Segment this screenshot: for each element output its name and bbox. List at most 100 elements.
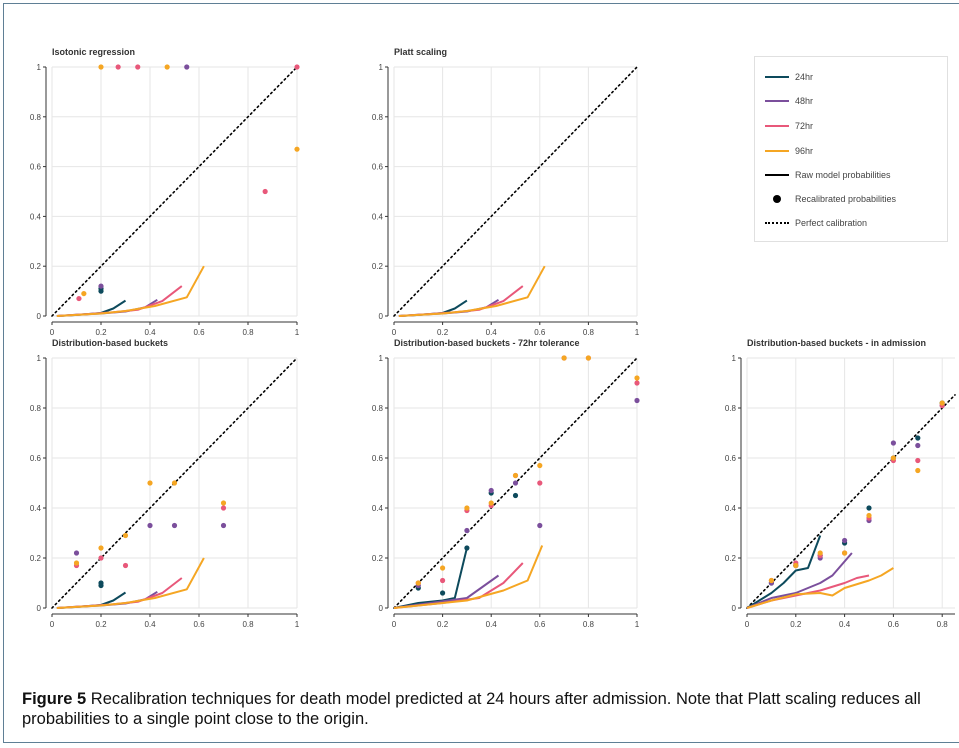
raw-line-96hr — [56, 265, 205, 317]
legend-swatch — [765, 119, 789, 133]
recal-point-72hr — [135, 64, 141, 70]
y-tick-label: 0.4 — [725, 504, 737, 513]
recal-point-96hr — [415, 580, 421, 586]
recal-point-96hr — [440, 565, 446, 571]
x-tick-label: 0.6 — [534, 328, 546, 337]
recal-point-72hr — [98, 555, 104, 561]
recal-point-96hr — [634, 375, 640, 381]
legend-swatch — [765, 216, 789, 230]
raw-line-96hr — [746, 567, 894, 609]
recal-point-48hr — [512, 480, 519, 486]
recal-point-96hr — [768, 577, 775, 584]
panel-title: Platt scaling — [394, 47, 447, 57]
recal-point-24hr — [512, 492, 519, 499]
y-tick-label: 0.2 — [725, 554, 737, 563]
x-tick-label: 0.4 — [486, 328, 498, 337]
x-tick-label: 0.6 — [534, 620, 546, 629]
x-tick-label: 0.2 — [95, 328, 107, 337]
y-tick-label: 1 — [732, 354, 737, 363]
chart-legend: 24hr 48hr 72hr 96hr Raw model probabilities R… — [754, 56, 948, 242]
y-tick-label: 1 — [37, 63, 42, 72]
x-tick-label: 0.6 — [193, 328, 205, 337]
y-tick-label: 0.4 — [30, 504, 42, 513]
raw-line-96hr — [393, 545, 544, 609]
figure-label: Figure 5 — [22, 690, 87, 708]
x-tick-label: 1 — [295, 328, 300, 337]
recal-point-72hr — [537, 480, 543, 486]
y-tick-label: 0 — [37, 604, 42, 613]
recal-point-96hr — [939, 400, 945, 406]
recal-point-96hr — [793, 562, 799, 569]
recal-point-48hr — [464, 527, 470, 534]
panel-title: Distribution-based buckets - 72hr tolera… — [394, 338, 580, 348]
recal-point-48hr — [147, 522, 153, 529]
recal-point-48hr — [171, 522, 178, 529]
recal-point-72hr — [220, 505, 227, 511]
legend-swatch — [765, 192, 789, 206]
legend-label: 72hr — [795, 121, 814, 131]
y-tick-label: 0 — [379, 312, 384, 321]
x-tick-label: 0.8 — [583, 328, 595, 337]
x-tick-label: 0 — [50, 620, 55, 629]
recal-point-48hr — [890, 440, 897, 446]
recal-point-48hr — [73, 550, 80, 556]
x-tick-label: 0.6 — [888, 620, 900, 629]
y-tick-label: 0.2 — [30, 554, 42, 563]
legend-swatch — [765, 94, 789, 108]
raw-line-96hr — [398, 265, 546, 317]
x-tick-label: 0 — [392, 328, 397, 337]
recal-point-48hr — [184, 64, 190, 70]
y-tick-label: 0.6 — [30, 454, 42, 463]
x-tick-label: 0.4 — [144, 328, 156, 337]
recal-point-96hr — [915, 467, 921, 474]
x-tick-label: 1 — [635, 328, 640, 337]
recal-point-24hr — [98, 582, 104, 589]
x-tick-label: 0.2 — [437, 620, 449, 629]
x-tick-label: 0.4 — [486, 620, 498, 629]
perfect-calibration-line — [51, 66, 298, 317]
y-tick-label: 0.4 — [372, 212, 384, 221]
legend-swatch — [765, 168, 789, 182]
recal-point-72hr — [634, 380, 640, 386]
legend-swatch — [765, 144, 789, 158]
y-tick-label: 0.2 — [30, 262, 42, 271]
recal-point-48hr — [488, 487, 494, 494]
recal-point-72hr — [76, 295, 82, 302]
x-tick-label: 1 — [295, 620, 300, 629]
y-tick-label: 0 — [37, 312, 42, 321]
recal-point-96hr — [98, 64, 104, 70]
recal-point-96hr — [537, 462, 543, 469]
legend-item-perfect: Perfect calibration — [765, 216, 867, 230]
figure-panels: Isotonic regression 0 0.2 0.4 0.6 0.8 1 0 0.2 0.4… — [30, 47, 956, 629]
x-tick-label: 0 — [50, 328, 55, 337]
figure-frame — [3, 3, 959, 743]
y-tick-label: 1 — [379, 63, 384, 72]
legend-label: Raw model probabilities — [795, 170, 891, 180]
chart-panel: Distribution-based buckets 0 0.2 0.4 0.6 0.8 1… — [30, 338, 300, 629]
x-tick-label: 0.2 — [790, 620, 802, 629]
recal-point-24hr — [464, 545, 470, 551]
panel-title: Isotonic regression — [52, 47, 135, 57]
recal-point-72hr — [115, 64, 121, 70]
recal-point-48hr — [915, 442, 921, 449]
y-tick-label: 0.6 — [372, 454, 384, 463]
recal-point-96hr — [512, 472, 519, 479]
recal-point-96hr — [164, 64, 170, 70]
recal-point-72hr — [915, 457, 921, 464]
x-tick-label: 0.6 — [193, 620, 205, 629]
legend-label: Perfect calibration — [795, 218, 868, 228]
y-tick-label: 0.8 — [725, 404, 737, 413]
chart-panel: Isotonic regression 0 0.2 0.4 0.6 0.8 1 0 0.2 0.4… — [30, 47, 300, 337]
y-tick-label: 0 — [732, 604, 737, 613]
chart-panel: Distribution-based buckets - 72hr tolera… — [372, 338, 640, 629]
recal-point-72hr — [262, 188, 268, 195]
recal-point-96hr — [147, 480, 153, 486]
raw-line-48hr — [746, 552, 853, 609]
recal-point-72hr — [122, 562, 129, 569]
y-tick-label: 0.6 — [725, 454, 737, 463]
recal-point-48hr — [98, 283, 104, 289]
y-tick-label: 0.6 — [372, 163, 384, 172]
legend-item-raw: Raw model probabilities — [765, 168, 891, 182]
x-tick-label: 0.4 — [144, 620, 156, 629]
y-tick-label: 0.8 — [372, 113, 384, 122]
